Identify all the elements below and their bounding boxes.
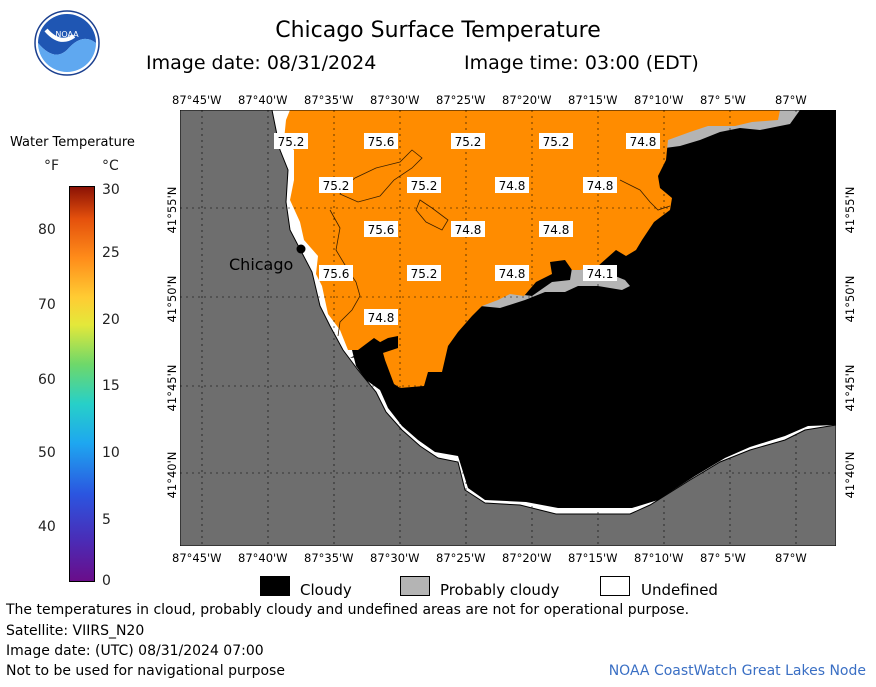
lon-label-top: 87°W [775, 93, 807, 107]
temperature-label: 75.2 [278, 135, 305, 149]
legend-swatch-probably-cloudy [400, 576, 430, 596]
temperature-label: 75.2 [455, 135, 482, 149]
colorbar-c-tick: 5 [102, 512, 111, 528]
temperature-label: 75.2 [411, 179, 438, 193]
temperature-label: 75.2 [323, 179, 350, 193]
colorbar-f-tick: 80 [38, 222, 56, 238]
image-date: Image date: 08/31/2024 [146, 52, 377, 74]
lon-label-top: 87°10'W [634, 93, 684, 107]
temperature-label: 74.8 [368, 311, 395, 325]
temperature-label: 75.6 [368, 223, 395, 237]
legend-label-undefined: Undefined [641, 581, 718, 599]
colorbar-c-tick: 20 [102, 312, 120, 328]
lon-label-top: 87°30'W [370, 93, 420, 107]
temperature-label: 74.1 [587, 267, 614, 281]
colorbar-c-tick: 30 [102, 182, 120, 198]
lon-label-bottom: 87°35'W [304, 551, 354, 565]
colorbar-c-tick: 15 [102, 378, 120, 394]
lon-label-top: 87°45'W [172, 93, 222, 107]
lat-label-right: 41°55'N [843, 186, 857, 234]
footer-credit: NOAA CoastWatch Great Lakes Node [608, 663, 866, 679]
city-marker [296, 244, 306, 254]
footer-nav-warning: Not to be used for navigational purpose [6, 663, 285, 679]
lon-label-bottom: 87°20'W [502, 551, 552, 565]
colorbar-f-tick: 40 [38, 519, 56, 535]
colorbar [69, 186, 95, 582]
lon-label-top: 87°15'W [568, 93, 618, 107]
colorbar-f-tick: 60 [38, 372, 56, 388]
lat-label-left: 41°40'N [165, 451, 179, 499]
lat-label-left: 41°50'N [165, 275, 179, 323]
lon-label-top: 87°40'W [238, 93, 288, 107]
lon-label-bottom: 87°15'W [568, 551, 618, 565]
lon-label-bottom: 87°10'W [634, 551, 684, 565]
lon-label-bottom: 87°40'W [238, 551, 288, 565]
lat-label-right: 41°40'N [843, 451, 857, 499]
lon-label-top: 87° 5'W [700, 93, 746, 107]
lat-label-right: 41°50'N [843, 275, 857, 323]
colorbar-f-tick: 70 [38, 297, 56, 313]
footer-note: The temperatures in cloud, probably clou… [6, 602, 690, 618]
noaa-logo: NOAA [34, 10, 100, 76]
lon-label-bottom: 87° 5'W [700, 551, 746, 565]
legend-label-probably-cloudy: Probably cloudy [440, 581, 560, 599]
temperature-label: 75.2 [411, 267, 438, 281]
temperature-label: 74.8 [587, 179, 614, 193]
lon-label-bottom: 87°30'W [370, 551, 420, 565]
legend-label-cloudy: Cloudy [300, 581, 352, 599]
temperature-map: Chicago 75.2 75.6 75.2 75.2 74.8 75.2 75… [180, 110, 836, 546]
lon-label-top: 87°20'W [502, 93, 552, 107]
city-label: Chicago [229, 255, 293, 274]
footer-satellite: Satellite: VIIRS_N20 [6, 623, 145, 639]
colorbar-f-tick: 50 [38, 445, 56, 461]
cloudy-area [280, 110, 836, 508]
colorbar-unit-f: °F [44, 158, 60, 174]
colorbar-c-tick: 10 [102, 445, 120, 461]
temperature-label: 74.8 [499, 179, 526, 193]
temperature-label: 74.8 [630, 135, 657, 149]
svg-text:NOAA: NOAA [55, 30, 79, 39]
lon-label-top: 87°25'W [436, 93, 486, 107]
isotherm-contour [339, 149, 423, 203]
temperature-label: 74.8 [455, 223, 482, 237]
isotherm-contour [619, 179, 671, 211]
cloudy-area [350, 336, 398, 358]
temperature-label: 74.8 [543, 223, 570, 237]
legend-swatch-cloudy [260, 576, 290, 596]
temperature-label: 74.8 [499, 267, 526, 281]
lat-label-left: 41°45'N [165, 364, 179, 412]
footer-utc-date: Image date: (UTC) 08/31/2024 07:00 [6, 643, 264, 659]
lon-label-bottom: 87°25'W [436, 551, 486, 565]
temperature-label: 75.6 [368, 135, 395, 149]
lon-label-top: 87°35'W [304, 93, 354, 107]
temperature-label: 75.6 [323, 267, 350, 281]
isotherm-contour [329, 209, 361, 337]
lon-label-bottom: 87°W [775, 551, 807, 565]
lat-label-right: 41°45'N [843, 364, 857, 412]
legend-swatch-undefined [600, 576, 630, 596]
image-time: Image time: 03:00 (EDT) [464, 52, 699, 74]
colorbar-c-tick: 0 [102, 573, 111, 589]
shoreline [271, 110, 836, 515]
colorbar-unit-c: °C [102, 158, 119, 174]
colorbar-c-tick: 25 [102, 245, 120, 261]
lon-label-bottom: 87°45'W [172, 551, 222, 565]
temperature-label: 75.2 [543, 135, 570, 149]
colorbar-title: Water Temperature [10, 135, 135, 150]
lat-label-left: 41°55'N [165, 186, 179, 234]
page-title: Chicago Surface Temperature [275, 18, 601, 43]
